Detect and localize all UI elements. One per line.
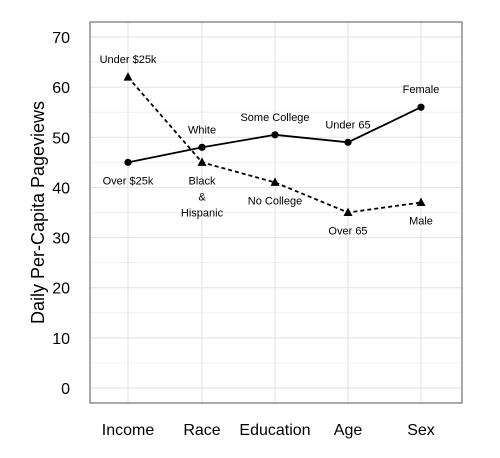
- y-tick-label: 50: [52, 130, 70, 147]
- data-label: Some College: [240, 112, 309, 124]
- x-tick-label: Income: [102, 422, 155, 439]
- y-tick-label: 40: [52, 180, 70, 197]
- x-tick-label: Race: [183, 422, 220, 439]
- data-point: [198, 143, 206, 151]
- plot-frame: [89, 21, 463, 404]
- data-label: Male: [409, 215, 433, 227]
- y-tick-label: 20: [52, 281, 70, 298]
- series-layer: Over $25k White Some College Under 65 Female…: [100, 54, 440, 237]
- data-point: [343, 207, 353, 216]
- data-point: [417, 103, 425, 111]
- data-label: White: [188, 124, 216, 136]
- data-label: Black: [189, 175, 216, 187]
- data-label: Over $25k: [103, 175, 154, 187]
- data-label: &: [198, 191, 206, 203]
- y-axis-title: Daily Per-Capita Pageviews: [28, 101, 48, 324]
- y-tick-label: 10: [52, 331, 70, 348]
- data-label: Female: [403, 84, 440, 96]
- y-tick-label: 70: [52, 30, 70, 47]
- y-tick-label: 0: [61, 381, 70, 398]
- data-label: Under $25k: [100, 54, 157, 66]
- data-label: Hispanic: [181, 207, 224, 219]
- x-axis-ticks: Income Race Education Age Sex: [102, 422, 435, 439]
- x-tick-label: Age: [334, 422, 363, 439]
- data-point: [197, 157, 207, 166]
- data-label: Over 65: [328, 226, 367, 238]
- data-point: [270, 177, 280, 186]
- x-tick-label: Education: [239, 422, 310, 439]
- x-tick-label: Sex: [407, 422, 435, 439]
- data-label: Under 65: [325, 119, 370, 131]
- data-point: [271, 131, 279, 139]
- data-point: [123, 72, 133, 81]
- data-point: [124, 158, 132, 166]
- data-label: No College: [248, 195, 302, 207]
- grid: [90, 22, 462, 403]
- y-tick-label: 30: [52, 231, 70, 248]
- data-point: [416, 197, 426, 206]
- y-axis-ticks: 0 10 20 30 40 50 60 70: [52, 30, 70, 398]
- data-point: [344, 138, 352, 146]
- y-tick-label: 60: [52, 80, 70, 97]
